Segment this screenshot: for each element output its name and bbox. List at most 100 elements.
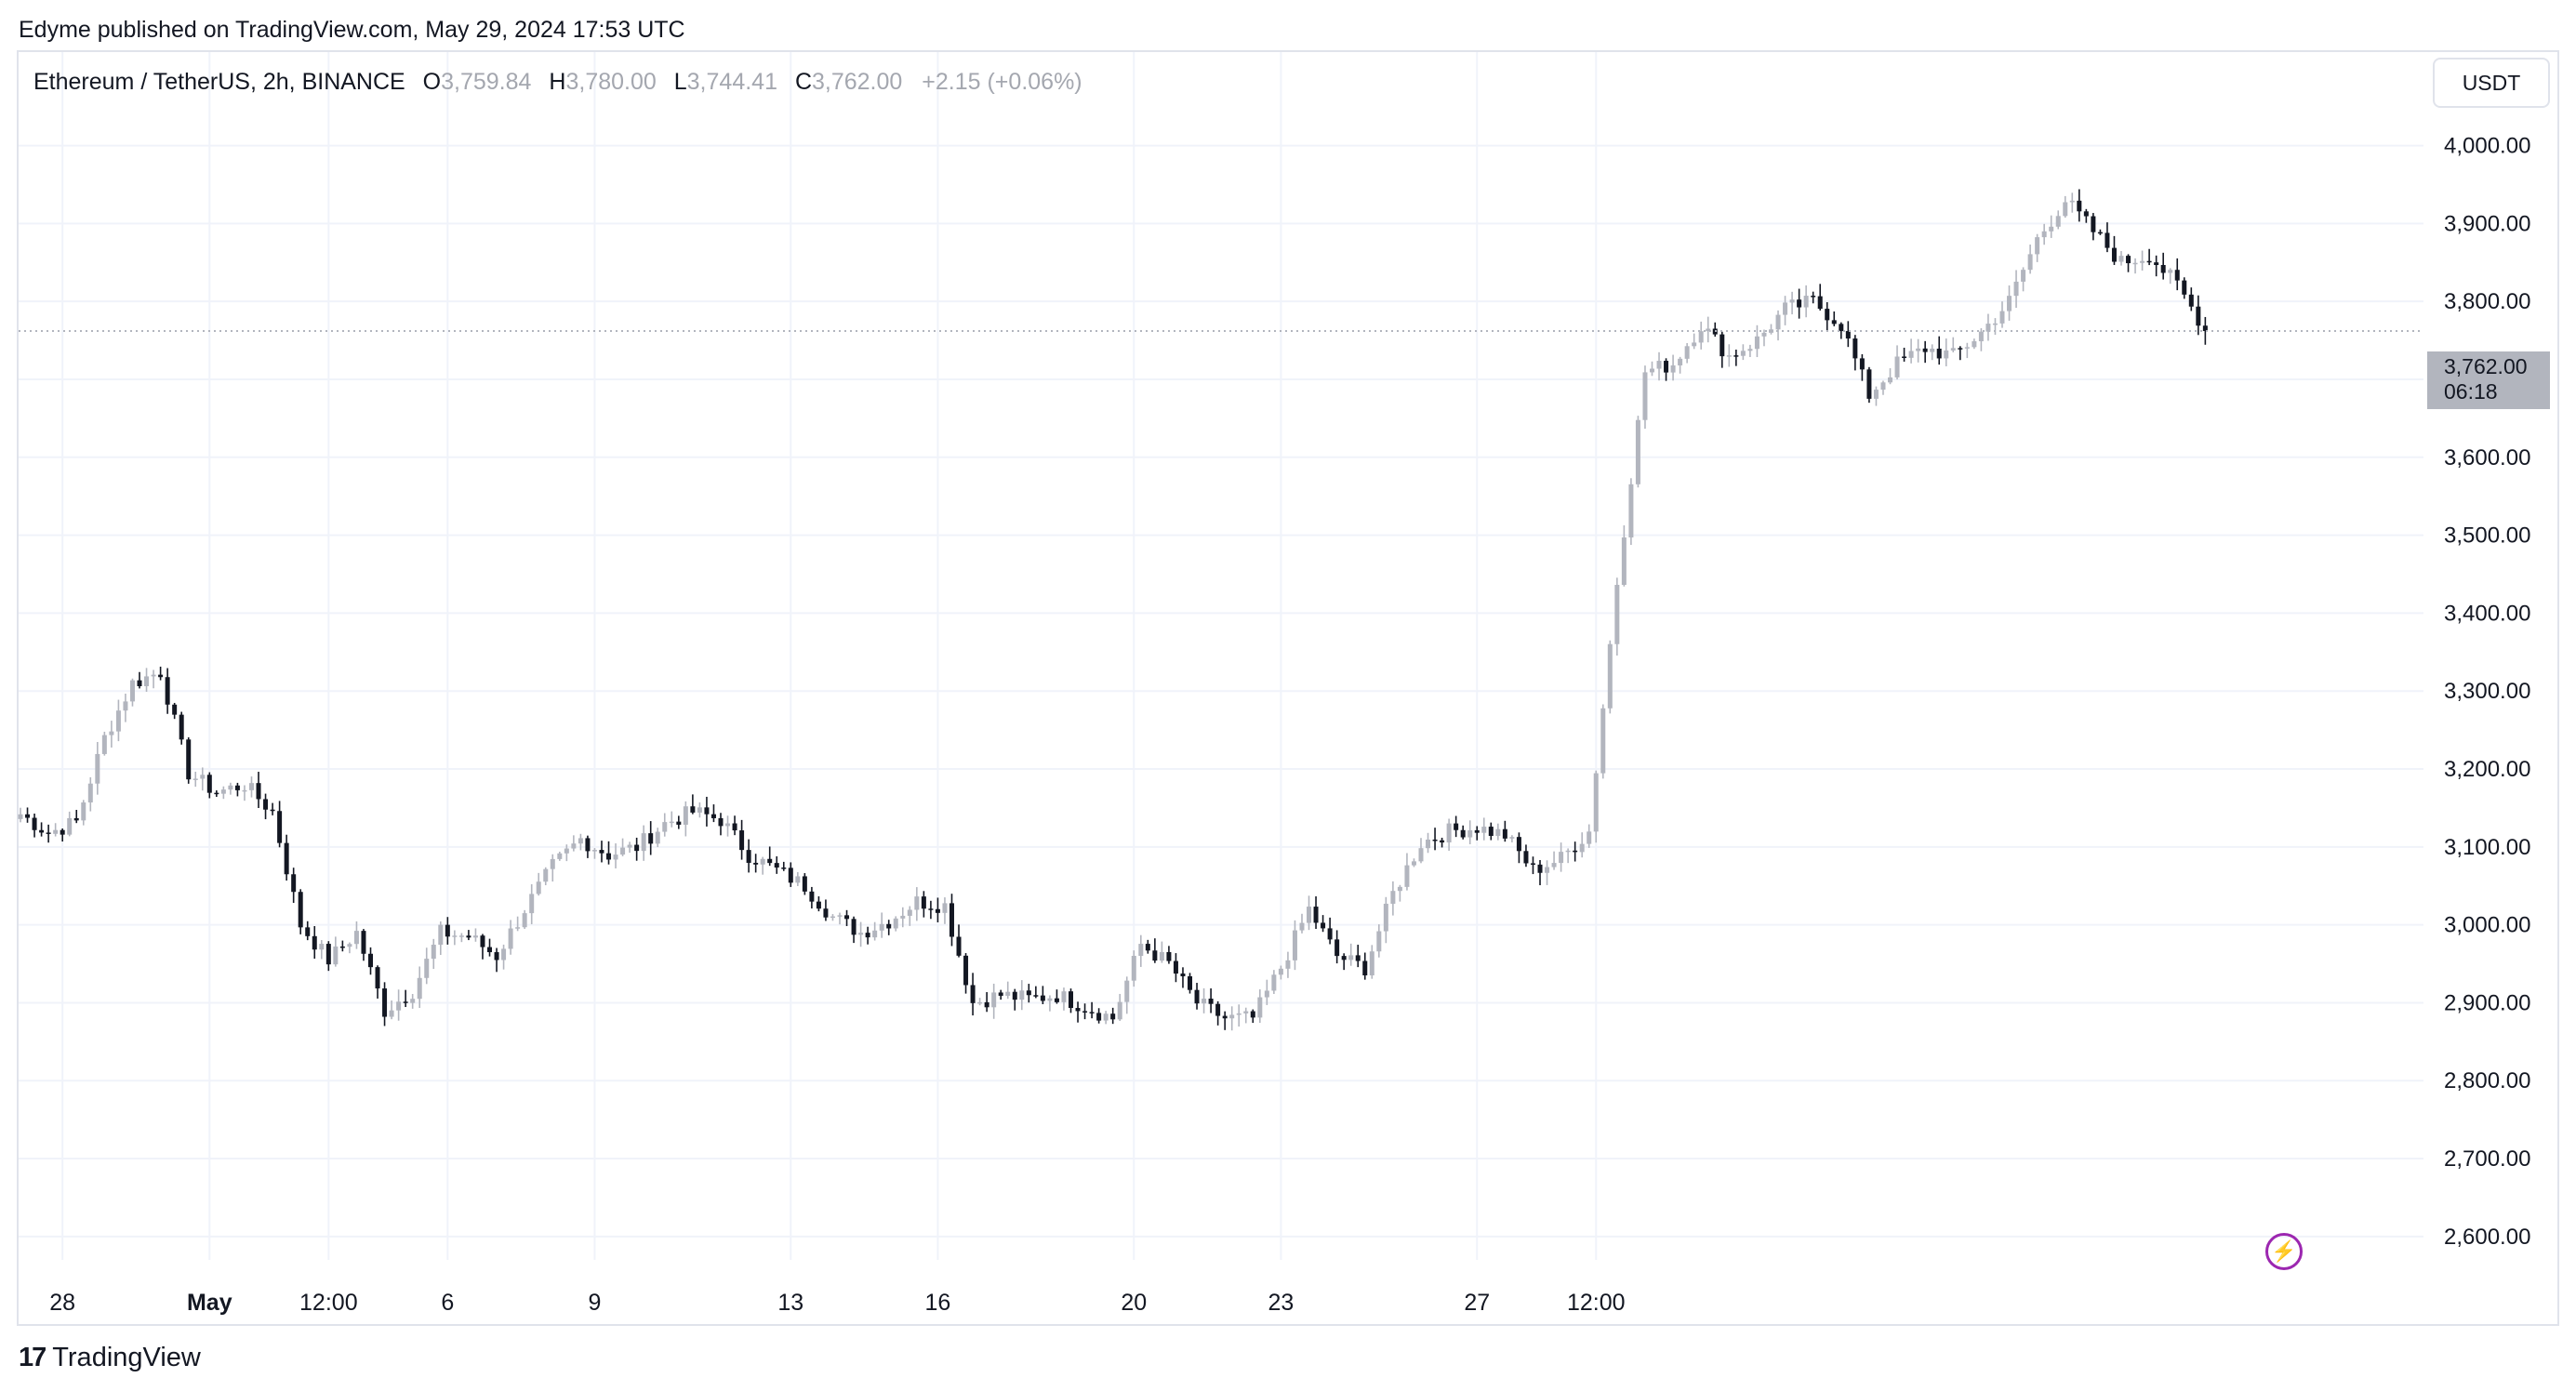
candle [1124, 976, 1130, 1014]
candle [220, 786, 226, 800]
candle [704, 796, 710, 827]
symbol-title[interactable]: Ethereum / TetherUS, 2h, BINANCE [33, 69, 405, 95]
candle-body [1019, 990, 1025, 1000]
candle-body [87, 783, 93, 803]
candle [1964, 342, 1970, 359]
candle [2146, 248, 2152, 266]
candle [494, 947, 499, 973]
candle-body [613, 854, 618, 860]
candle-body [1390, 891, 1396, 904]
candle-body [144, 676, 150, 686]
candle [1019, 980, 1025, 1011]
candle [137, 671, 142, 689]
candle [760, 856, 765, 875]
candle [2154, 255, 2159, 277]
candle [424, 947, 430, 985]
candle [347, 942, 352, 954]
candle [1299, 913, 1305, 934]
candle-body [1222, 1015, 1228, 1019]
price-tick-label: 3,900.00 [2444, 211, 2530, 236]
candle-body [1334, 939, 1340, 957]
candle [620, 838, 626, 856]
candle [746, 839, 751, 873]
candle-body [46, 832, 51, 834]
high-value: 3,780.00 [565, 69, 657, 95]
candle [53, 823, 59, 837]
candle-body [1698, 331, 1704, 343]
candle-body [1797, 299, 1802, 308]
price-tick-label: 3,600.00 [2444, 445, 2530, 470]
tradingview-logo[interactable]: 17 TradingView [19, 1343, 201, 1373]
candle-body [690, 806, 696, 813]
candle-body [263, 799, 269, 810]
candle [1565, 848, 1571, 864]
candle [1495, 823, 1501, 841]
candle-body [1978, 331, 1984, 342]
candle [1454, 815, 1459, 838]
candle [2041, 223, 2047, 245]
candle [123, 694, 128, 722]
candle-body [1678, 358, 1683, 365]
candle [928, 900, 934, 920]
candle [1188, 973, 1193, 994]
price-tick-label: 4,000.00 [2444, 134, 2530, 159]
candle [1769, 324, 1773, 335]
candle [2097, 229, 2103, 235]
candle [585, 835, 591, 858]
candle-body [18, 814, 23, 819]
candle-body [123, 701, 128, 711]
candle [248, 776, 254, 798]
candle-body [1299, 922, 1305, 931]
candle [914, 887, 920, 921]
candle-body [2083, 211, 2089, 217]
candle [606, 841, 612, 865]
candle [438, 921, 444, 956]
candle-body [1307, 907, 1312, 923]
time-tick-label: 9 [589, 1290, 602, 1316]
candle-body [760, 858, 765, 865]
candle [1117, 993, 1122, 1022]
candle [1390, 881, 1396, 916]
currency-unit-button[interactable]: USDT [2433, 58, 2550, 108]
candle-body [662, 822, 668, 832]
candle [1502, 820, 1507, 842]
time-tick-label: 6 [441, 1290, 454, 1316]
candle [1593, 770, 1599, 843]
candle [501, 944, 507, 970]
candle-body [977, 1001, 983, 1004]
candle-body [2105, 232, 2110, 248]
candle [956, 924, 962, 958]
candle [1026, 984, 1031, 1003]
candle [1916, 338, 1921, 363]
candle-body [1775, 314, 1781, 330]
candle [1432, 828, 1438, 851]
candle-body [1005, 991, 1011, 996]
candle-body [970, 985, 976, 1003]
candle-body [2160, 265, 2166, 273]
candle [1866, 366, 1872, 404]
candle [410, 993, 416, 1009]
candle-body [865, 933, 870, 938]
candle [1054, 989, 1059, 1004]
candle [935, 897, 940, 922]
candle [977, 998, 983, 1006]
time-tick-label: 27 [1464, 1290, 1490, 1316]
lightning-bolt-icon[interactable]: ⚡ [2265, 1233, 2303, 1270]
candle-body [2021, 270, 2026, 282]
candle-body [907, 909, 912, 916]
candle-body [431, 945, 436, 960]
candle [1530, 856, 1535, 875]
candle-body [2013, 281, 2019, 297]
candle-body [1285, 960, 1291, 969]
candle [1103, 1011, 1109, 1025]
candle-body [795, 876, 801, 883]
candle [1440, 837, 1445, 848]
time-tick-label: 28 [49, 1290, 75, 1316]
candle-body [305, 927, 311, 936]
candle [1334, 930, 1340, 964]
candle [339, 940, 345, 952]
candle-body [1839, 324, 1844, 332]
candle [564, 844, 569, 862]
candle [998, 989, 1003, 1000]
